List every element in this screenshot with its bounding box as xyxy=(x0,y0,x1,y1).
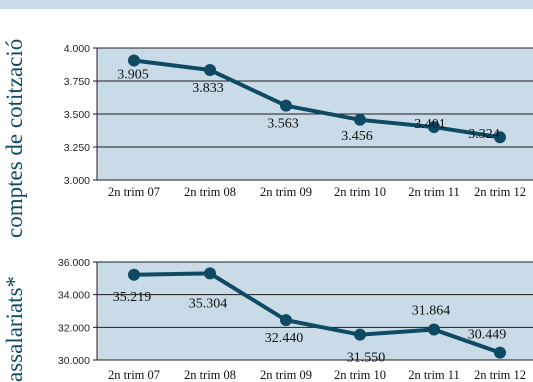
chart-2-data-label: 31.864 xyxy=(412,304,451,319)
chart-1-ytick-label: 3.750 xyxy=(64,76,90,88)
chart-2-category-label: 2n trim 10 xyxy=(334,368,386,382)
chart-1-data-label: 3.324 xyxy=(468,127,500,142)
chart-1-data-point xyxy=(494,131,506,144)
chart-2-data-label: 35.219 xyxy=(113,290,152,305)
chart-2-ytick-label: 32.000 xyxy=(58,322,90,334)
chart-2-data-point xyxy=(128,268,140,281)
chart-1-series-line xyxy=(133,58,501,140)
chart-2-ytick-label: 30.000 xyxy=(58,355,90,367)
chart-2-data-point xyxy=(280,314,292,327)
chart-2-data-label: 31.550 xyxy=(347,351,386,366)
chart-1-data-point xyxy=(428,121,440,134)
chart-2-category-label: 2n trim 12 xyxy=(474,368,526,382)
chart-1-data-label: 3.905 xyxy=(117,68,149,83)
header-band xyxy=(0,0,533,9)
chart-2-category-label: 2n trim 08 xyxy=(184,368,236,382)
chart-1-data-label: 3.401 xyxy=(414,117,446,132)
chart-2-category-label: 2n trim 11 xyxy=(408,368,460,382)
chart-1-category-label: 2n trim 09 xyxy=(260,185,312,199)
chart-1-category-label: 2n trim 12 xyxy=(474,185,526,199)
chart-1-data-point xyxy=(280,99,292,112)
chart-2-data-point xyxy=(494,346,506,359)
chart-2-data-label: 30.449 xyxy=(468,328,507,343)
chart-2-data-label: 32.440 xyxy=(265,331,304,346)
chart-1-data-label: 3.456 xyxy=(341,129,373,144)
chart-1-data-point xyxy=(354,113,366,126)
chart-2-ytick-label: 36.000 xyxy=(58,257,90,269)
chart-1-ytick-label: 3.000 xyxy=(64,175,90,187)
chart-2-data-point xyxy=(428,323,440,336)
chart-1-data-point xyxy=(204,64,216,77)
chart-1-data-label: 3.833 xyxy=(192,81,224,96)
chart-1-ytick-label: 3.500 xyxy=(64,109,90,121)
chart-2-data-label: 35.304 xyxy=(189,296,228,311)
chart-2-data-point xyxy=(354,328,366,341)
chart-1-category-label: 2n trim 11 xyxy=(408,185,460,199)
chart-2-data-point xyxy=(204,267,216,280)
chart-1-data-point xyxy=(128,54,140,67)
chart-1-category-label: 2n trim 07 xyxy=(108,185,160,199)
chart-2-plot-area xyxy=(97,262,533,360)
chart-1-ytick-label: 4.000 xyxy=(64,43,90,55)
chart-2-category-label: 2n trim 07 xyxy=(108,368,160,382)
chart-2-series-line xyxy=(133,271,501,355)
chart-2-category-label: 2n trim 09 xyxy=(260,368,312,382)
chart-1-category-label: 2n trim 10 xyxy=(334,185,386,199)
chart-1-data-label: 3.563 xyxy=(267,117,299,132)
chart-1-category-label: 2n trim 08 xyxy=(184,185,236,199)
chart-2-ytick-label: 34.000 xyxy=(58,290,90,302)
chart-1-ytick-label: 3.250 xyxy=(64,142,90,154)
